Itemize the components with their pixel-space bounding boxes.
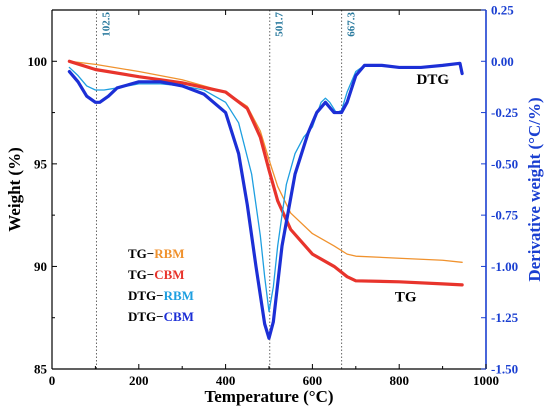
y-left-tick-label: 90 <box>34 259 47 274</box>
y-left-axis-title: Weight (%) <box>5 147 24 232</box>
legend-series-name: RBM <box>154 246 184 261</box>
reference-lines: 102.5 501.7 667.3 <box>95 10 358 369</box>
y-left-tick-label: 85 <box>34 362 48 377</box>
legend-prefix: TG− <box>128 267 154 282</box>
y-right-tick-label: -0.25 <box>491 105 519 120</box>
x-tick-label: 200 <box>129 373 149 388</box>
legend-series-name: CBM <box>154 267 184 282</box>
axes: 0 200 400 600 800 1000 85 90 95 100 0.25 0.00 -0.25 -… <box>5 3 544 407</box>
legend-series-name: RBM <box>164 288 194 303</box>
annotations: DTG TG <box>395 72 450 305</box>
legend-entry: DTG−RBM <box>128 288 194 303</box>
legend-entry: TG−RBM <box>128 246 185 261</box>
y-right-tick-label: 0.25 <box>491 3 514 18</box>
y-right-tick-label: 0.00 <box>491 54 514 69</box>
reference-line-label: 102.5 <box>100 12 112 37</box>
legend-item: DTG−RBM <box>128 288 194 303</box>
y-right-tick-label: -1.50 <box>491 362 518 377</box>
series-line-tg-cbm <box>67 59 464 287</box>
reference-line-label: 501.7 <box>274 12 286 37</box>
x-tick-label: 400 <box>216 373 236 388</box>
series-line-dtg-cbm <box>67 61 464 340</box>
x-tick-label: 0 <box>49 373 56 388</box>
series-layer <box>67 59 464 340</box>
annotation-label: TG <box>395 289 417 305</box>
y-right-tick-label: -1.25 <box>491 310 519 325</box>
legend-entry: DTG−CBM <box>128 309 194 324</box>
legend-series-name: CBM <box>164 309 194 324</box>
y-right-tick-label: -1.00 <box>491 259 518 274</box>
legend-prefix: DTG− <box>128 309 164 324</box>
legend-prefix: DTG− <box>128 288 164 303</box>
y-right-tick-label: -0.75 <box>491 208 519 223</box>
legend-item: DTG−CBM <box>128 309 194 324</box>
x-tick-label: 800 <box>389 373 409 388</box>
y-right-axis-title: Derivative weight (°C/%) <box>525 97 544 281</box>
series-line-tg-rbm <box>68 60 463 263</box>
legend-item: TG−CBM <box>128 267 185 282</box>
y-left-tick-label: 95 <box>34 156 48 171</box>
x-tick-label: 1000 <box>473 373 499 388</box>
legend-entry: TG−CBM <box>128 267 185 282</box>
y-left-tick-label: 100 <box>28 54 48 69</box>
y-right-tick-label: -0.50 <box>491 156 518 171</box>
legend-prefix: TG− <box>128 246 154 261</box>
x-axis-title: Temperature (°C) <box>204 387 333 406</box>
x-tick-label: 600 <box>303 373 323 388</box>
annotation-label: DTG <box>417 72 450 88</box>
legend-item: TG−RBM <box>128 246 185 261</box>
reference-line-label: 667.3 <box>346 12 358 37</box>
